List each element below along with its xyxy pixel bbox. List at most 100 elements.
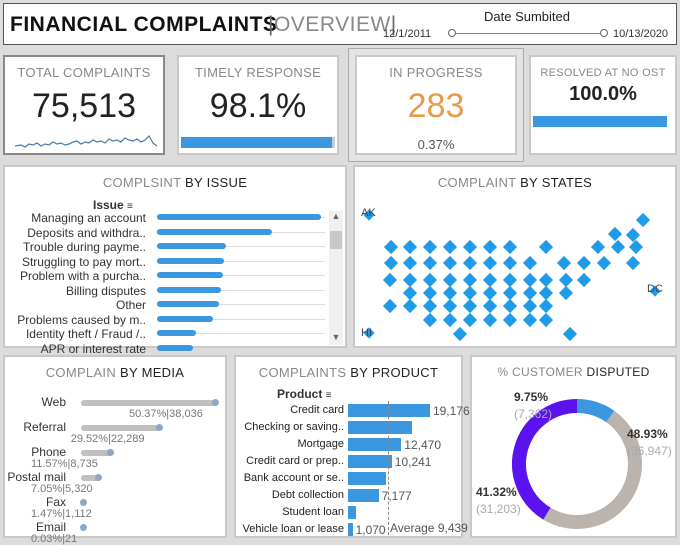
product-bar[interactable] bbox=[348, 523, 353, 536]
state-tile[interactable] bbox=[522, 255, 538, 271]
state-tile[interactable] bbox=[482, 255, 498, 271]
state-tile[interactable] bbox=[462, 255, 478, 271]
state-tile[interactable] bbox=[482, 239, 498, 255]
kpi-in-progress[interactable]: IN PROGRESS 283 0.37% bbox=[355, 55, 517, 155]
state-tile[interactable] bbox=[522, 298, 538, 314]
state-tile[interactable] bbox=[462, 239, 478, 255]
media-bar[interactable] bbox=[81, 450, 113, 456]
state-tile[interactable] bbox=[576, 255, 592, 271]
scroll-down-icon[interactable]: ▼ bbox=[331, 332, 341, 342]
issue-scrollbar[interactable]: ▲ ▼ bbox=[329, 211, 343, 345]
media-stat: 50.37%|38,036 bbox=[129, 408, 203, 420]
state-tile[interactable] bbox=[576, 272, 592, 288]
state-tile[interactable] bbox=[422, 239, 438, 255]
state-tile[interactable] bbox=[538, 312, 554, 328]
scroll-up-icon[interactable]: ▲ bbox=[331, 211, 341, 221]
issue-row-label: Struggling to pay mort.. bbox=[21, 254, 146, 269]
issue-bar[interactable] bbox=[157, 243, 226, 249]
issue-bar[interactable] bbox=[157, 228, 272, 235]
state-tile[interactable] bbox=[383, 239, 399, 255]
state-tile[interactable] bbox=[596, 255, 612, 271]
state-tile[interactable] bbox=[442, 312, 458, 328]
state-tile[interactable] bbox=[538, 298, 554, 314]
issue-bar[interactable] bbox=[157, 330, 197, 336]
state-tile[interactable] bbox=[442, 239, 458, 255]
donut-slice-no[interactable] bbox=[543, 410, 642, 529]
state-tile[interactable] bbox=[562, 326, 578, 342]
state-tile[interactable] bbox=[502, 298, 518, 314]
state-tile[interactable] bbox=[382, 272, 398, 288]
state-tile[interactable] bbox=[558, 285, 574, 301]
state-tile[interactable] bbox=[402, 298, 418, 314]
state-tile[interactable] bbox=[482, 298, 498, 314]
state-tile[interactable] bbox=[628, 239, 644, 255]
state-tile[interactable] bbox=[635, 212, 651, 228]
state-tile[interactable] bbox=[607, 226, 623, 242]
product-row-label: Vehicle loan or lease bbox=[242, 523, 344, 535]
state-tile[interactable] bbox=[442, 255, 458, 271]
state-tile[interactable] bbox=[502, 239, 518, 255]
issue-bar[interactable] bbox=[157, 315, 213, 322]
product-bar[interactable] bbox=[348, 506, 357, 519]
product-bar[interactable] bbox=[348, 489, 379, 502]
state-tile[interactable] bbox=[538, 239, 554, 255]
state-tile[interactable] bbox=[442, 298, 458, 314]
issue-bar[interactable] bbox=[157, 286, 221, 293]
state-tile[interactable] bbox=[402, 255, 418, 271]
date-filter-label: Date Sumbited bbox=[484, 9, 570, 24]
state-tile[interactable] bbox=[383, 255, 399, 271]
issue-bar[interactable] bbox=[157, 344, 194, 351]
product-bar[interactable] bbox=[348, 472, 387, 485]
issue-bar[interactable] bbox=[157, 301, 220, 307]
issue-header[interactable]: Issue ≡ bbox=[93, 198, 133, 212]
issue-bar[interactable] bbox=[157, 257, 225, 264]
state-tile[interactable] bbox=[522, 312, 538, 328]
product-bar[interactable] bbox=[348, 438, 402, 451]
product-bar[interactable] bbox=[348, 421, 413, 434]
state-tile[interactable] bbox=[610, 239, 626, 255]
kpi-timely-response[interactable]: TIMELY RESPONSE 98.1% bbox=[177, 55, 339, 155]
state-tile[interactable] bbox=[402, 239, 418, 255]
dashboard-subtitle-text: OVERVIEW bbox=[273, 13, 391, 36]
date-slider-track[interactable] bbox=[452, 33, 604, 34]
state-label-ak: AK bbox=[361, 207, 376, 219]
kpi-total-complaints[interactable]: TOTAL COMPLAINTS 75,513 bbox=[3, 55, 165, 155]
state-tile[interactable] bbox=[462, 298, 478, 314]
state-tile[interactable] bbox=[502, 255, 518, 271]
state-tile[interactable] bbox=[422, 255, 438, 271]
media-bar[interactable] bbox=[81, 425, 161, 431]
timely-bar-fill bbox=[181, 137, 333, 148]
issue-row-track bbox=[157, 289, 325, 291]
issue-bar[interactable] bbox=[157, 214, 321, 220]
product-header[interactable]: Product ≡ bbox=[277, 387, 332, 401]
state-tile[interactable] bbox=[452, 326, 468, 342]
media-bar[interactable] bbox=[81, 400, 217, 406]
donut-slice-na[interactable] bbox=[512, 399, 578, 520]
state-tile[interactable] bbox=[625, 227, 641, 243]
issue-bar[interactable] bbox=[157, 272, 223, 278]
issue-row-track bbox=[157, 275, 325, 276]
kpi-resolved[interactable]: RESOLVED AT NO OST 100.0% bbox=[529, 55, 677, 155]
state-tile[interactable] bbox=[556, 255, 572, 271]
state-tile[interactable] bbox=[422, 298, 438, 314]
seg-no-count: (36,947) bbox=[627, 444, 672, 458]
state-tile[interactable] bbox=[590, 239, 606, 255]
timely-bar-track bbox=[181, 137, 335, 148]
media-title-b: BY MEDIA bbox=[119, 365, 185, 380]
donut-slice-yes[interactable] bbox=[576, 399, 615, 423]
product-bar[interactable] bbox=[348, 455, 392, 468]
scroll-thumb[interactable] bbox=[330, 231, 342, 249]
seg-na-count: (31,203) bbox=[476, 502, 521, 516]
state-tile[interactable] bbox=[625, 255, 641, 271]
media-bar[interactable] bbox=[81, 475, 101, 481]
media-stat: 0.03%|21 bbox=[31, 533, 78, 545]
disputed-donut[interactable] bbox=[507, 394, 647, 534]
product-value: 10,241 bbox=[394, 455, 432, 469]
date-slider-start-handle[interactable] bbox=[448, 29, 456, 37]
state-tile[interactable] bbox=[502, 312, 518, 328]
date-slider-end-handle[interactable] bbox=[600, 29, 608, 37]
state-tile[interactable] bbox=[462, 312, 478, 328]
state-tile[interactable] bbox=[382, 298, 398, 314]
state-tile[interactable] bbox=[482, 312, 498, 328]
state-tile[interactable] bbox=[422, 312, 438, 328]
